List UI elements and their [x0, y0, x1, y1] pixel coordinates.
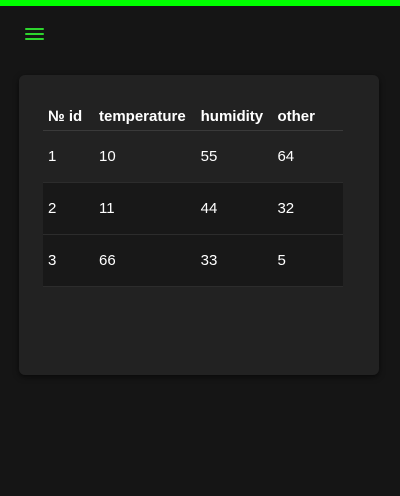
table-header-row: № id temperature humidity other — [43, 103, 343, 131]
data-table: № id temperature humidity other 1 10 55 … — [43, 103, 343, 287]
table-row: 1 10 55 64 — [43, 130, 343, 183]
cell-other: 64 — [272, 130, 343, 183]
data-card: № id temperature humidity other 1 10 55 … — [19, 75, 379, 375]
cell-humidity: 44 — [195, 182, 273, 235]
hamburger-menu-icon — [25, 28, 44, 41]
table-row: 2 11 44 32 — [43, 182, 343, 235]
cell-id: 2 — [43, 182, 94, 235]
menu-button[interactable] — [22, 24, 48, 46]
column-header-id: № id — [43, 103, 94, 131]
cell-other: 32 — [272, 182, 343, 235]
cell-humidity: 33 — [195, 234, 273, 287]
column-header-other: other — [272, 103, 343, 131]
cell-humidity: 55 — [195, 130, 273, 183]
table-row: 3 66 33 5 — [43, 234, 343, 287]
cell-id: 3 — [43, 234, 94, 287]
cell-other: 5 — [272, 234, 343, 287]
cell-temperature: 11 — [94, 182, 196, 235]
cell-id: 1 — [43, 130, 94, 183]
top-accent-bar — [0, 0, 400, 6]
cell-temperature: 10 — [94, 130, 196, 183]
column-header-humidity: humidity — [195, 103, 273, 131]
cell-temperature: 66 — [94, 234, 196, 287]
column-header-temperature: temperature — [94, 103, 196, 131]
